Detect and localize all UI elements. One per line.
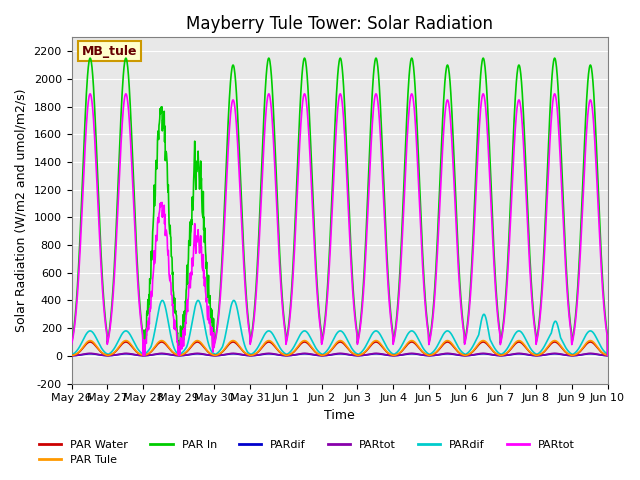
Title: Mayberry Tule Tower: Solar Radiation: Mayberry Tule Tower: Solar Radiation — [186, 15, 493, 33]
Legend: PAR Water, PAR Tule, PAR In, PARdif, PARtot, PARdif, PARtot: PAR Water, PAR Tule, PAR In, PARdif, PAR… — [35, 435, 580, 469]
Y-axis label: Solar Radiation (W/m2 and umol/m2/s): Solar Radiation (W/m2 and umol/m2/s) — [15, 89, 28, 332]
X-axis label: Time: Time — [324, 409, 355, 422]
Text: MB_tule: MB_tule — [83, 45, 138, 58]
